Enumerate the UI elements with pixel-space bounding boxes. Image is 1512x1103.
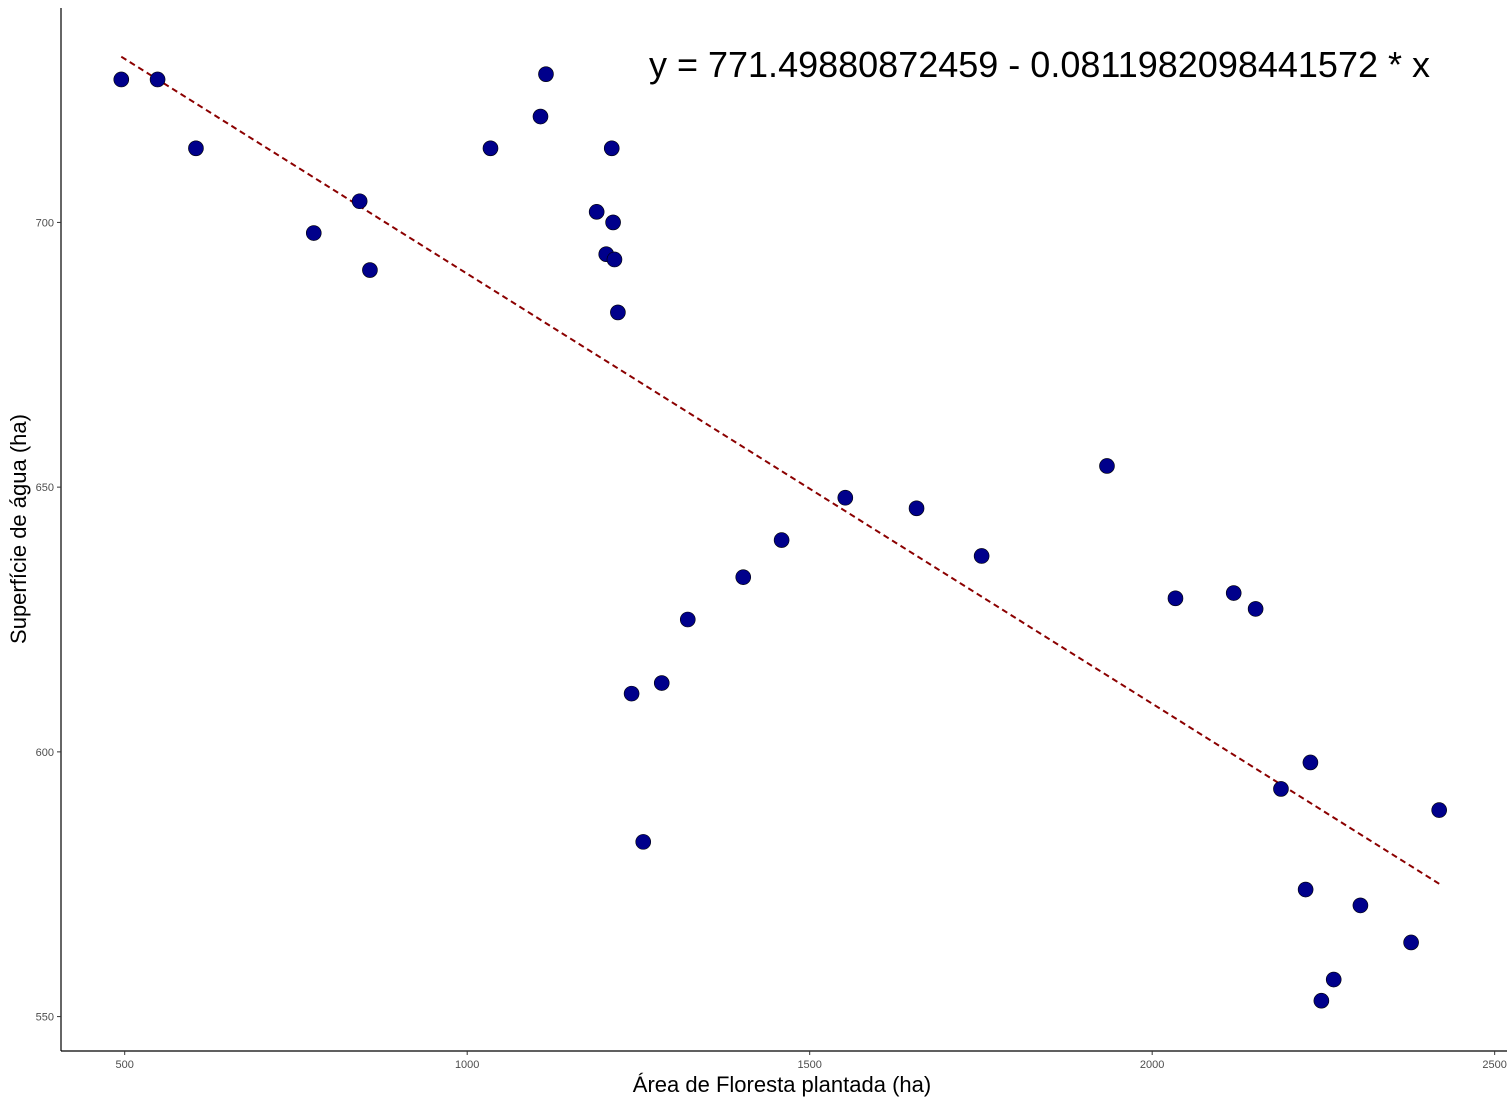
data-point: [1273, 781, 1289, 797]
data-point: [610, 304, 626, 321]
data-point: [653, 675, 670, 691]
data-point: [635, 834, 652, 850]
y-tick-label: 550: [36, 1012, 54, 1024]
data-point: [1325, 971, 1342, 988]
data-point: [482, 140, 499, 157]
data-point: [606, 251, 623, 268]
y-axis-title: Superfície de água (ha): [6, 414, 31, 644]
x-axis-title: Área de Floresta plantada (ha): [633, 1072, 931, 1097]
data-point: [1167, 590, 1184, 607]
axes: [60, 8, 1507, 1052]
x-tick-label: 1000: [455, 1059, 479, 1071]
y-tick-label: 600: [36, 747, 54, 759]
data-point: [305, 225, 322, 241]
x-tick-label: 1500: [797, 1059, 821, 1071]
data-point: [605, 214, 621, 231]
data-point: [908, 500, 925, 517]
data-point: [149, 71, 166, 88]
data-point: [188, 140, 204, 157]
data-point: [113, 71, 130, 88]
x-tick-label: 500: [116, 1059, 134, 1071]
ticks: 500 1000 1500 2000 2500 550 600 650 700: [36, 217, 1507, 1071]
data-point: [1352, 897, 1369, 914]
data-point: [973, 548, 990, 564]
y-tick-label: 650: [36, 482, 54, 494]
data-point: [1225, 585, 1242, 601]
regression-trend-line: [120, 55, 1441, 886]
data-point: [538, 66, 554, 82]
data-point: [1302, 754, 1319, 771]
y-tick-label: 700: [36, 217, 54, 229]
data-point: [623, 685, 640, 702]
data-point: [1431, 802, 1447, 818]
data-point: [1403, 934, 1419, 951]
data-point: [735, 569, 752, 585]
data-point: [362, 262, 378, 278]
x-tick-label: 2500: [1482, 1059, 1506, 1071]
data-point: [351, 193, 368, 210]
data-point: [1313, 992, 1330, 1009]
trend-line-group: [120, 55, 1441, 886]
data-point: [773, 532, 790, 548]
data-point: [588, 204, 605, 220]
data-point: [679, 611, 696, 628]
data-points: [113, 66, 1447, 1009]
x-tick-label: 2000: [1140, 1059, 1164, 1071]
data-point: [603, 140, 620, 157]
regression-equation: y = 771.49880872459 - 0.0811982098441572…: [649, 44, 1430, 85]
data-point: [1297, 881, 1314, 898]
data-point: [1247, 601, 1264, 617]
data-point: [837, 489, 854, 506]
data-point: [1099, 458, 1115, 474]
data-point: [532, 108, 549, 125]
